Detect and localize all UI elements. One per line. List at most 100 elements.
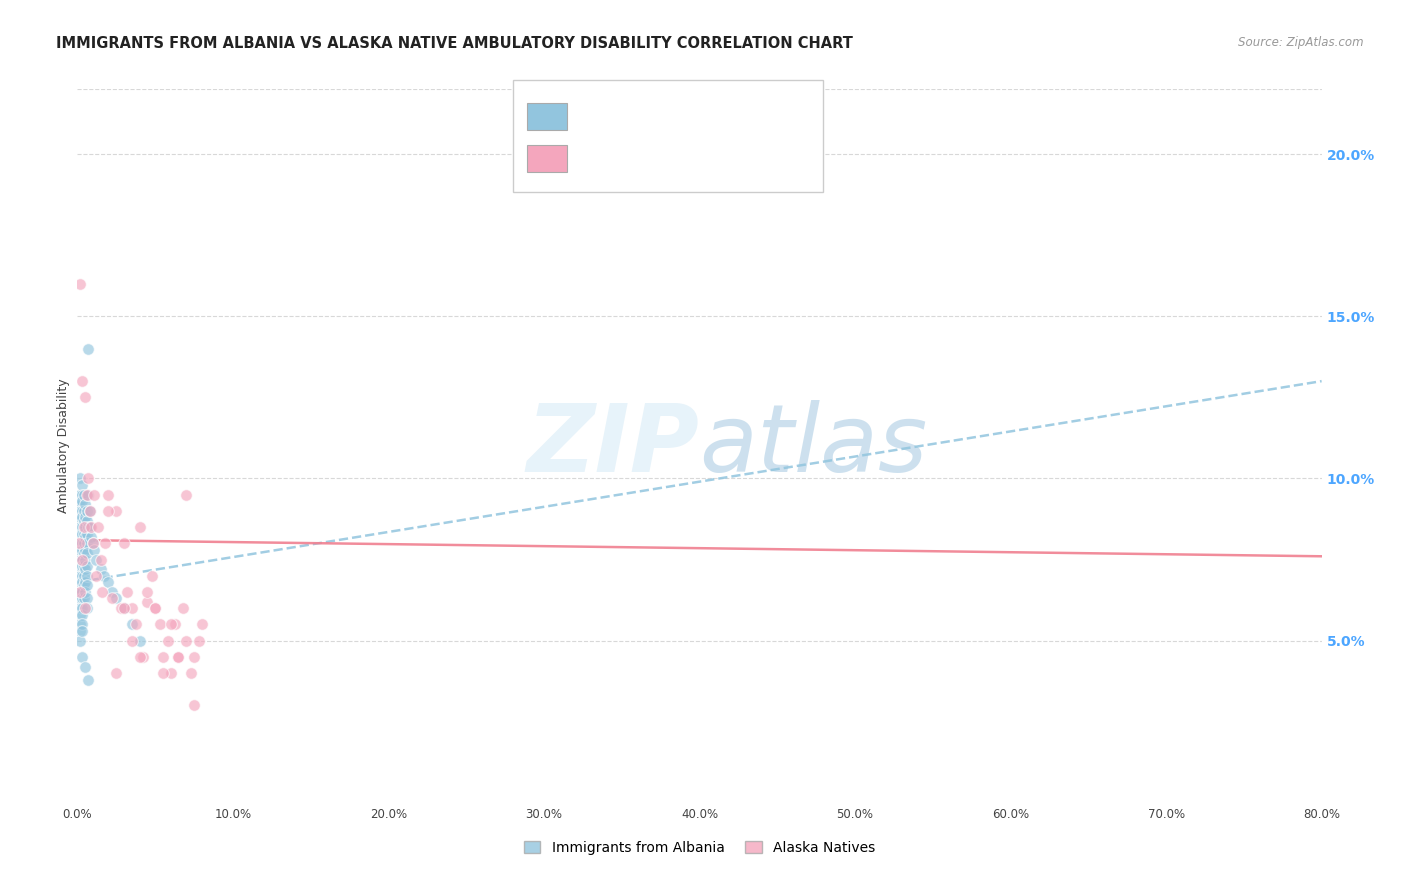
Text: ZIP: ZIP xyxy=(527,400,700,492)
Point xyxy=(82,536,104,550)
Point xyxy=(84,552,107,566)
Point xyxy=(76,578,98,592)
Point xyxy=(67,514,90,528)
Point xyxy=(69,536,91,550)
Point xyxy=(100,591,122,606)
Point xyxy=(67,568,90,582)
Point xyxy=(100,585,122,599)
Point xyxy=(131,649,153,664)
Point xyxy=(69,552,91,566)
Point xyxy=(76,526,98,541)
Point xyxy=(70,568,93,582)
Text: atlas: atlas xyxy=(700,401,928,491)
Point xyxy=(67,494,90,508)
Point xyxy=(76,591,98,606)
Point xyxy=(70,617,93,632)
Point xyxy=(80,530,103,544)
Y-axis label: Ambulatory Disability: Ambulatory Disability xyxy=(58,379,70,513)
Point xyxy=(69,607,91,622)
Legend: Immigrants from Albania, Alaska Natives: Immigrants from Albania, Alaska Natives xyxy=(519,835,880,860)
Point xyxy=(165,617,187,632)
Point xyxy=(128,520,150,534)
Point xyxy=(128,649,150,664)
Point xyxy=(70,624,93,638)
Point xyxy=(70,575,93,590)
Point xyxy=(167,649,190,664)
Text: R =  0.052   N = 98: R = 0.052 N = 98 xyxy=(576,110,742,124)
Point xyxy=(69,277,91,291)
Point xyxy=(72,514,94,528)
Point xyxy=(70,504,93,518)
Point xyxy=(69,585,91,599)
Point xyxy=(70,552,93,566)
Point xyxy=(69,542,91,557)
Point xyxy=(75,552,97,566)
Point xyxy=(136,585,159,599)
Point xyxy=(112,601,135,615)
Point xyxy=(70,520,93,534)
Point xyxy=(75,585,97,599)
Point xyxy=(69,510,91,524)
Point xyxy=(77,520,100,534)
Point xyxy=(69,624,91,638)
Point xyxy=(72,559,94,574)
Point xyxy=(121,633,143,648)
Point xyxy=(70,649,93,664)
Point xyxy=(69,568,91,582)
Point xyxy=(159,617,181,632)
Point xyxy=(70,494,93,508)
Point xyxy=(128,633,150,648)
Point xyxy=(72,568,94,582)
Point xyxy=(70,585,93,599)
Point xyxy=(190,617,214,632)
Point xyxy=(90,562,112,576)
Point xyxy=(159,666,181,681)
Point xyxy=(67,536,90,550)
Point xyxy=(72,536,94,550)
Point xyxy=(97,575,120,590)
Point xyxy=(84,568,107,582)
Point xyxy=(70,607,93,622)
Point xyxy=(76,536,98,550)
Point xyxy=(70,478,93,492)
Point xyxy=(79,504,101,518)
Point xyxy=(174,633,197,648)
Point xyxy=(75,520,97,534)
Point xyxy=(69,504,91,518)
Point xyxy=(70,536,93,550)
Point xyxy=(156,633,179,648)
Point xyxy=(75,510,97,524)
Point xyxy=(77,673,100,687)
Point xyxy=(94,536,117,550)
Point xyxy=(76,559,98,574)
Point xyxy=(75,530,97,544)
Point xyxy=(72,526,94,541)
Point xyxy=(70,510,93,524)
Point xyxy=(121,601,143,615)
Point xyxy=(75,659,97,673)
Point xyxy=(67,504,90,518)
Point xyxy=(125,617,148,632)
Point xyxy=(83,488,105,502)
Point xyxy=(77,471,100,485)
Text: -0.036: -0.036 xyxy=(626,152,678,166)
Point xyxy=(97,504,120,518)
Point xyxy=(82,536,104,550)
Point xyxy=(69,617,91,632)
Point xyxy=(76,546,98,560)
Point xyxy=(69,494,91,508)
Point xyxy=(69,526,91,541)
Point xyxy=(121,617,143,632)
Point xyxy=(183,649,205,664)
Point xyxy=(112,536,135,550)
Point xyxy=(70,542,93,557)
Point xyxy=(143,601,166,615)
Text: 0.052: 0.052 xyxy=(633,110,676,124)
Point xyxy=(75,562,97,576)
Point xyxy=(70,591,93,606)
Point xyxy=(76,568,98,582)
Point xyxy=(86,520,108,534)
Point xyxy=(152,649,174,664)
Point xyxy=(72,578,94,592)
Point xyxy=(69,591,91,606)
